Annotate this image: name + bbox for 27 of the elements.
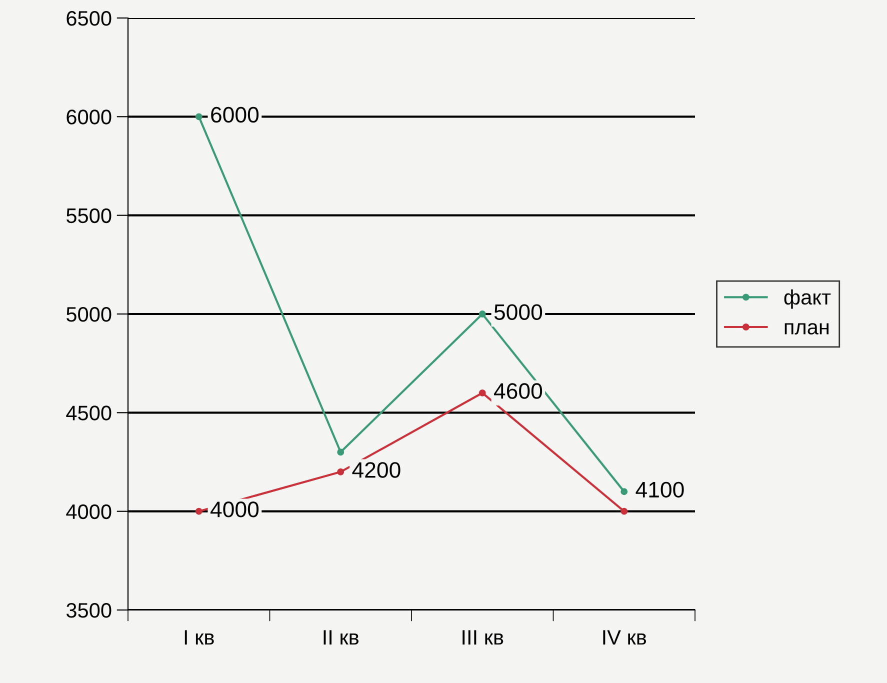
point (620, 508, 628, 515)
y-tick-label: 5000 (66, 307, 112, 322)
x-tick-label: II кв (324, 630, 358, 645)
point (195, 113, 202, 120)
legend-label: план (784, 323, 829, 335)
point (478, 389, 486, 396)
legend-label: факт (784, 289, 831, 309)
data-label: 4600 (494, 383, 542, 399)
point (337, 448, 344, 456)
data-label: 6000 (211, 106, 259, 123)
data-label: 4000 (210, 502, 259, 518)
x-tick-label: I кв (184, 630, 214, 645)
x-tick-label: IV кв (603, 630, 646, 645)
y-tick-label: 6500 (66, 11, 112, 26)
y-tick-label: 4000 (66, 504, 112, 520)
data-label: 5000 (494, 304, 542, 320)
point (195, 508, 202, 515)
point (620, 488, 628, 496)
y-tick-label: 3500 (66, 603, 112, 618)
y-tick-label: 4500 (66, 406, 112, 420)
data-label: 4200 (352, 462, 400, 478)
y-tick-label: 5500 (66, 208, 112, 224)
x-tick-label: III кв (462, 630, 504, 645)
data-label: 4100 (636, 482, 684, 498)
point (478, 310, 486, 318)
point (337, 468, 344, 476)
y-tick-label: 6000 (66, 110, 112, 124)
